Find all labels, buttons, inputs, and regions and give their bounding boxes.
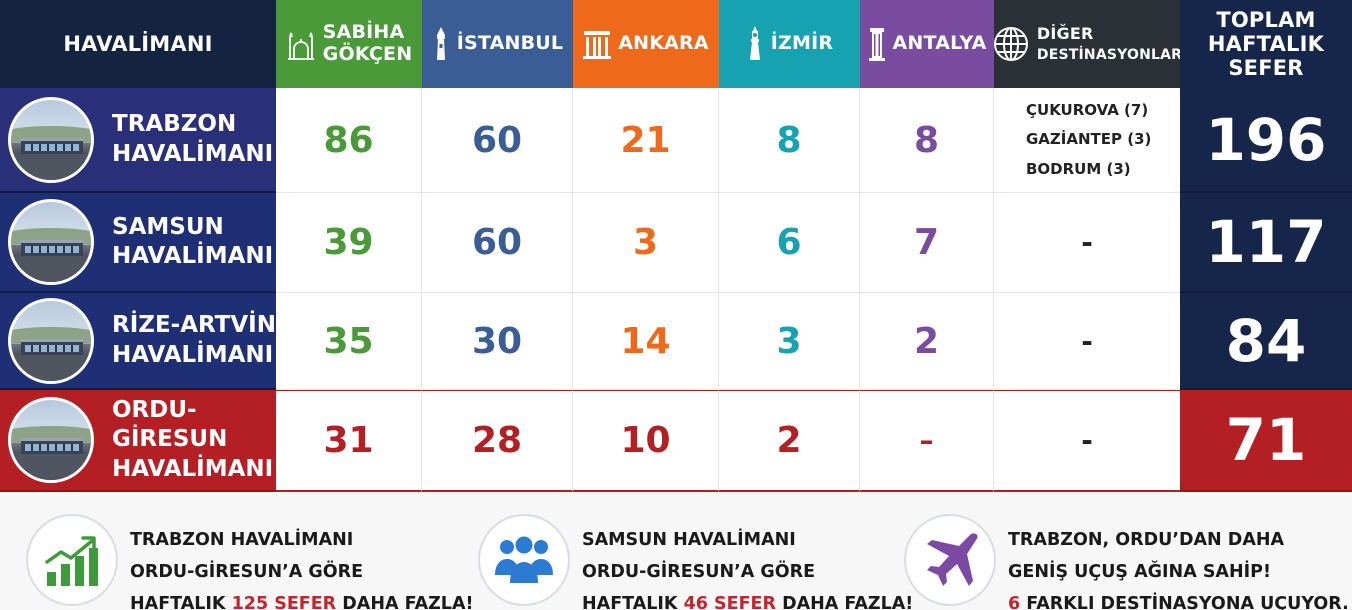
row-ordu-giresun-airport: ORDU-GİRESUN HAVALİMANI bbox=[0, 390, 276, 492]
header-sabiha-line1: SABİHA bbox=[322, 21, 405, 44]
footer-text-line: ORDU-GİRESUN’A GÖRE bbox=[130, 562, 364, 582]
footer-text-line: SAMSUN HAVALİMANI bbox=[582, 530, 796, 550]
airport-name-line2: HAVALİMANI bbox=[112, 455, 274, 482]
cell-total: 117 bbox=[1180, 193, 1352, 293]
cell-total: 196 bbox=[1180, 88, 1352, 193]
cell-ankara: 10 bbox=[573, 390, 719, 492]
cell-istanbul: 30 bbox=[422, 293, 573, 390]
growth-chart-icon bbox=[26, 514, 118, 606]
cell-ankara: 14 bbox=[573, 293, 719, 390]
footer-text-line: TRABZON HAVALİMANI bbox=[130, 530, 354, 550]
footer-highlight-1: TRABZON HAVALİMANI ORDU-GİRESUN’A GÖRE H… bbox=[26, 514, 473, 610]
cell-antalya: 7 bbox=[860, 193, 994, 293]
footer-text-highlight: 6 bbox=[1008, 594, 1021, 610]
airport-name-line1: RİZE-ARTVİN bbox=[112, 312, 276, 339]
header-other-line2: DESTİNASYONLAR bbox=[1036, 47, 1183, 64]
cell-istanbul: 60 bbox=[422, 193, 573, 293]
footer-text-highlight: 125 SEFER bbox=[231, 594, 337, 610]
header-istanbul: İSTANBUL bbox=[422, 0, 573, 88]
cell-izmir: 3 bbox=[719, 293, 860, 390]
people-group-icon bbox=[478, 514, 570, 606]
cell-antalya: – bbox=[860, 390, 994, 492]
row-rize-artvin-airport: RİZE-ARTVİN HAVALİMANI bbox=[0, 293, 276, 390]
cell-izmir: 2 bbox=[719, 390, 860, 492]
header-ankara: ANKARA bbox=[573, 0, 719, 88]
header-sabiha-line2: GÖKÇEN bbox=[322, 43, 413, 65]
cell-sabiha: 31 bbox=[276, 390, 422, 492]
cell-other-destinations: - bbox=[994, 193, 1180, 293]
cell-sabiha: 35 bbox=[276, 293, 422, 390]
footer-text-line: TRABZON, ORDU’DAN DAHA bbox=[1008, 530, 1285, 550]
footer-text-prefix: HAFTALIK bbox=[582, 594, 684, 610]
header-total: TOPLAM HAFTALIK SEFER bbox=[1180, 0, 1352, 88]
footer-text-prefix: HAFTALIK bbox=[130, 594, 232, 610]
footer-text-highlight: 46 SEFER bbox=[683, 594, 776, 610]
airport-name-line2: HAVALİMANI bbox=[112, 140, 274, 167]
airport-name-line1: ORDU-GİRESUN bbox=[112, 396, 228, 453]
galata-tower-icon bbox=[432, 26, 450, 62]
anitkabir-icon bbox=[583, 28, 612, 60]
header-other-line1: DİĞER bbox=[1036, 23, 1094, 43]
footer-text-suffix: FARKLI DESTİNASYONA UÇUYOR. bbox=[1020, 594, 1349, 610]
globe-icon bbox=[992, 25, 1030, 63]
cell-other-destinations: - bbox=[994, 390, 1180, 492]
header-izmir: İZMİR bbox=[719, 0, 860, 88]
footer-highlights: TRABZON HAVALİMANI ORDU-GİRESUN’A GÖRE H… bbox=[0, 492, 1352, 610]
yivli-minaret-icon bbox=[868, 26, 886, 62]
airport-photo bbox=[8, 297, 94, 384]
header-izmir-label: İZMİR bbox=[770, 32, 834, 55]
header-sabiha-gokcen: SABİHA GÖKÇEN bbox=[276, 0, 422, 88]
footer-highlight-3: TRABZON, ORDU’DAN DAHA GENİŞ UÇUŞ AĞINA … bbox=[904, 514, 1349, 610]
row-samsun-airport: SAMSUN HAVALİMANI bbox=[0, 193, 276, 293]
other-destination-item: GAZİANTEP (3) bbox=[1026, 130, 1152, 149]
cell-sabiha: 39 bbox=[276, 193, 422, 293]
other-destination-item: BODRUM (3) bbox=[1026, 159, 1131, 178]
footer-text-line: ORDU-GİRESUN’A GÖRE bbox=[582, 562, 816, 582]
cell-istanbul: 28 bbox=[422, 390, 573, 492]
airport-photo bbox=[8, 397, 94, 483]
cell-antalya: 2 bbox=[860, 293, 994, 390]
header-antalya-label: ANTALYA bbox=[892, 32, 987, 55]
header-other: DİĞER DESTİNASYONLAR bbox=[992, 0, 1183, 88]
footer-highlight-2: SAMSUN HAVALİMANI ORDU-GİRESUN’A GÖRE HA… bbox=[478, 514, 913, 610]
row-trabzon-airport: TRABZON HAVALİMANI bbox=[0, 88, 276, 193]
cell-izmir: 8 bbox=[719, 88, 860, 193]
clock-tower-icon bbox=[746, 26, 764, 62]
airplane-icon bbox=[904, 514, 996, 606]
header-total-line1: TOPLAM bbox=[1216, 7, 1316, 32]
cell-istanbul: 60 bbox=[422, 88, 573, 193]
cell-izmir: 6 bbox=[719, 193, 860, 293]
header-istanbul-label: İSTANBUL bbox=[456, 32, 564, 55]
cell-other-destinations: ÇUKUROVA (7) GAZİANTEP (3) BODRUM (3) bbox=[994, 88, 1180, 193]
airport-photo bbox=[8, 96, 94, 183]
footer-text-suffix: DAHA FAZLA! bbox=[336, 594, 474, 610]
footer-text-suffix: DAHA FAZLA! bbox=[775, 594, 914, 610]
cell-total: 84 bbox=[1180, 293, 1352, 390]
cell-other-destinations: - bbox=[994, 293, 1180, 390]
other-destination-item: ÇUKUROVA (7) bbox=[1026, 101, 1149, 120]
cell-sabiha: 86 bbox=[276, 88, 422, 193]
airport-photo bbox=[8, 199, 94, 285]
footer-text-line: GENİŞ UÇUŞ AĞINA SAHİP! bbox=[1008, 562, 1271, 582]
flight-table: HAVALİMANI SABİHA GÖKÇEN İSTANBUL ANKARA … bbox=[0, 0, 1352, 492]
cell-ankara: 3 bbox=[573, 193, 719, 293]
cell-ankara: 21 bbox=[573, 88, 719, 193]
header-airport: HAVALİMANI bbox=[0, 0, 276, 88]
header-airport-label: HAVALİMANI bbox=[63, 31, 213, 56]
mosque-icon bbox=[286, 27, 316, 61]
header-total-line2: HAFTALIK SEFER bbox=[1207, 31, 1325, 81]
cell-total: 71 bbox=[1180, 390, 1352, 492]
header-antalya: ANTALYA bbox=[860, 0, 994, 88]
cell-antalya: 8 bbox=[860, 88, 994, 193]
airport-name-line2: HAVALİMANI bbox=[112, 341, 274, 368]
airport-name-line1: TRABZON bbox=[112, 111, 237, 138]
airport-name-line1: SAMSUN bbox=[112, 213, 224, 240]
airport-name-line2: HAVALİMANI bbox=[112, 243, 274, 269]
header-ankara-label: ANKARA bbox=[618, 32, 709, 55]
